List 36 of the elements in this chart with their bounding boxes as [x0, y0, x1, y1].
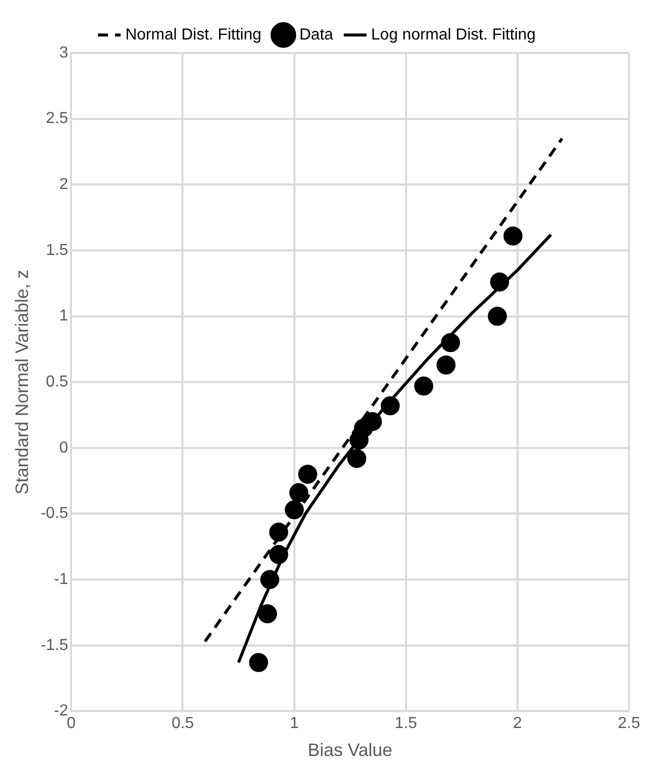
y-tick-label: 0.5: [46, 374, 68, 391]
y-tick-label: 2: [59, 176, 68, 194]
point: [289, 483, 308, 502]
x-axis-title: Bias Value: [308, 740, 392, 760]
point: [440, 333, 460, 352]
point: [269, 545, 288, 564]
legend-label: Log normal Dist. Fitting: [371, 26, 536, 44]
x-tick-label: 1.5: [394, 715, 418, 732]
point: [298, 464, 318, 484]
point: [436, 355, 456, 374]
point: [260, 570, 280, 590]
point: [249, 652, 268, 672]
x-tick-label: 2.5: [618, 715, 640, 732]
point: [488, 306, 507, 326]
point: [258, 604, 278, 624]
legend-label: Data: [299, 26, 334, 44]
point: [414, 376, 434, 396]
point: [347, 448, 366, 468]
y-tick-label: -0.5: [40, 505, 68, 522]
y-tick-label: -1: [54, 570, 68, 588]
y-tick-label: 1: [59, 308, 68, 325]
x-tick-label: 2: [512, 715, 522, 732]
point: [362, 412, 382, 432]
y-axis-title: Standard Normal Variable, z: [12, 270, 32, 494]
y-tick-label: 3: [59, 44, 68, 62]
y-tick-label: 2.5: [46, 110, 68, 128]
y-tick-label: 0: [59, 439, 68, 456]
y-tick-label: -1.5: [40, 636, 68, 654]
y-tick-label: 1.5: [46, 242, 68, 259]
point: [490, 272, 510, 292]
x-tick-label: 1: [290, 715, 299, 732]
legend-label: Normal Dist. Fitting: [125, 26, 262, 44]
point: [503, 226, 522, 246]
point: [380, 396, 400, 416]
y-tick-label: -2: [54, 702, 68, 720]
x-tick-label: 0.5: [172, 715, 194, 732]
